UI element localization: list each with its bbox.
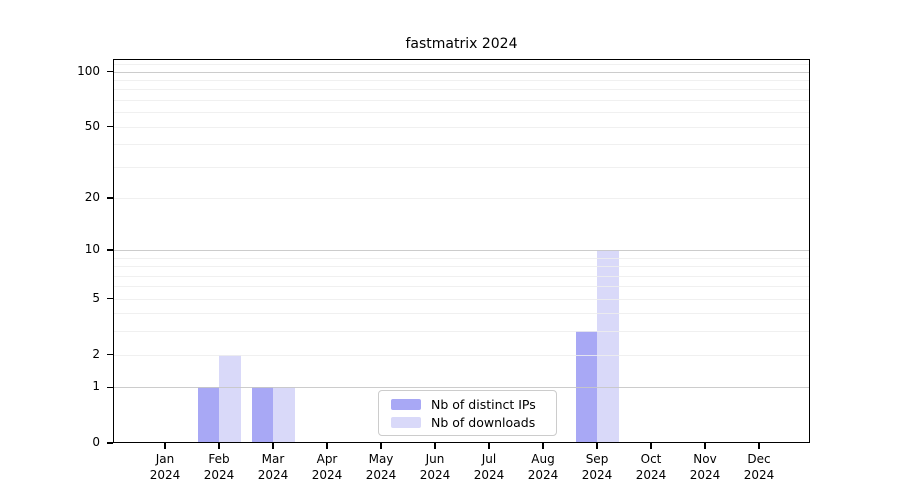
bar-downloads — [597, 249, 619, 443]
y-minor-gridline — [113, 275, 810, 277]
y-minor-gridline — [113, 79, 810, 81]
y-tickmark — [107, 442, 113, 444]
x-tick-label: Dec 2024 — [743, 452, 775, 482]
y-minor-gridline — [113, 99, 810, 101]
legend-label-distinct-ips: Nb of distinct IPs — [431, 396, 536, 412]
bar-distinct-ips — [251, 387, 273, 443]
x-tick-label: Jun 2024 — [419, 452, 451, 482]
y-minor-gridline — [113, 112, 810, 114]
x-tick-label: May 2024 — [365, 452, 397, 482]
y-tickmark — [107, 298, 113, 300]
x-tick-label: Jan 2024 — [149, 452, 181, 482]
y-major-gridline — [113, 249, 810, 251]
y-minor-gridline — [113, 89, 810, 91]
y-minor-gridline — [113, 286, 810, 288]
y-tickmark — [107, 197, 113, 199]
plot-frame — [113, 59, 810, 443]
legend-entry-downloads: Nb of downloads — [391, 415, 556, 430]
x-tickmark — [488, 443, 490, 449]
y-minor-gridline — [113, 266, 810, 268]
y-tick-label: 20 — [84, 189, 100, 204]
x-tickmark — [380, 443, 382, 449]
x-tickmark — [434, 443, 436, 449]
y-tick-label: 10 — [84, 241, 100, 256]
y-minor-gridline — [113, 63, 810, 65]
x-tickmark — [650, 443, 652, 449]
y-minor-gridline — [113, 331, 810, 333]
x-tickmark — [164, 443, 166, 449]
y-minor-gridline — [113, 166, 810, 168]
y-tick-label: 1 — [92, 379, 100, 394]
x-tickmark — [542, 443, 544, 449]
y-minor-gridline — [113, 313, 810, 315]
y-tickmark — [107, 249, 113, 251]
x-tickmark — [704, 443, 706, 449]
y-tick-label: 2 — [92, 346, 100, 361]
y-tickmark — [107, 353, 113, 356]
x-tickmark — [218, 443, 220, 449]
bar-distinct-ips — [575, 331, 597, 443]
x-tick-label: Nov 2024 — [689, 452, 721, 482]
bar-distinct-ips — [197, 387, 219, 443]
x-tickmark — [272, 443, 274, 449]
x-tick-label: Jul 2024 — [473, 452, 505, 482]
y-minor-gridline — [113, 144, 810, 146]
x-tick-label: Feb 2024 — [203, 452, 235, 482]
y-minor-gridline — [113, 298, 810, 300]
bar-downloads — [273, 387, 295, 443]
legend-swatch-downloads — [391, 416, 421, 428]
x-tick-label: Aug 2024 — [527, 452, 559, 482]
y-tick-label: 100 — [77, 63, 100, 78]
x-tick-label: Sep 2024 — [581, 452, 613, 482]
y-minor-gridline — [113, 197, 810, 199]
x-tick-label: Apr 2024 — [311, 452, 343, 482]
x-tickmark — [326, 443, 328, 449]
x-tickmark — [596, 443, 598, 449]
y-tickmark — [107, 125, 113, 128]
y-major-gridline — [113, 71, 810, 73]
x-tickmark — [758, 443, 760, 449]
x-tick-label: Oct 2024 — [635, 452, 667, 482]
legend: Nb of distinct IPs Nb of downloads — [378, 390, 557, 436]
y-minor-gridline — [113, 257, 810, 259]
chart-title: fastmatrix 2024 — [405, 36, 518, 52]
y-tick-label: 0 — [92, 435, 100, 449]
legend-label-downloads: Nb of downloads — [431, 414, 536, 430]
y-tick-label: 50 — [84, 118, 100, 133]
y-tick-label: 5 — [92, 290, 100, 305]
y-minor-gridline — [113, 126, 810, 128]
bar-downloads — [219, 354, 241, 443]
y-tickmark — [107, 386, 113, 388]
legend-entry-distinct-ips: Nb of distinct IPs — [391, 397, 556, 412]
x-tick-label: Mar 2024 — [257, 452, 289, 482]
y-tickmark — [107, 70, 113, 73]
y-minor-gridline — [113, 354, 810, 356]
legend-swatch-distinct-ips — [391, 398, 421, 410]
